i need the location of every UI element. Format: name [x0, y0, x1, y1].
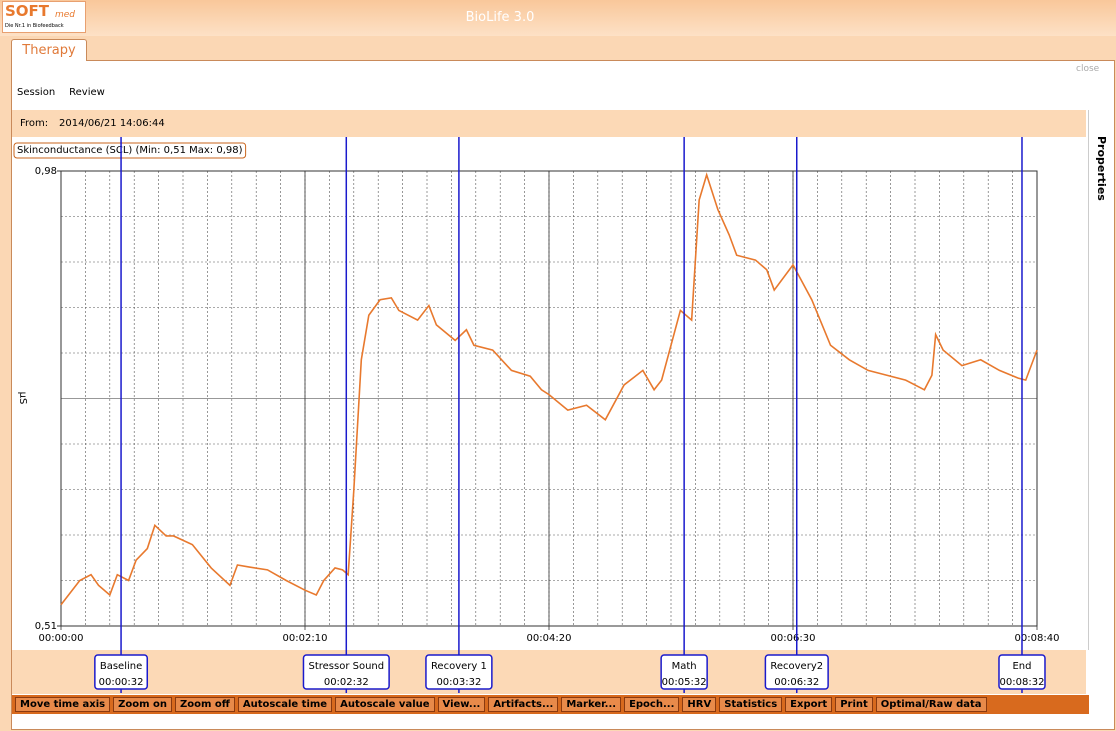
- marker-box[interactable]: [425, 654, 493, 690]
- marker-time: 00:00:32: [99, 677, 144, 688]
- x-tick-label: 00:00:00: [39, 633, 84, 644]
- tab[interactable]: Therapy: [11, 39, 87, 61]
- logo: SOFT med Die Nr.1 in Biofeedback: [2, 1, 86, 33]
- x-tick-label: 00:06:30: [771, 633, 816, 644]
- y-axis-label: µS: [17, 392, 28, 405]
- marker-time: 00:06:32: [774, 677, 819, 688]
- marker-time: 00:08:32: [1000, 677, 1045, 688]
- logo-text: SOFT: [5, 2, 50, 20]
- marker-box[interactable]: [660, 654, 708, 690]
- window-title: BioLife 3.0: [465, 10, 535, 25]
- properties-label[interactable]: Properties: [1095, 136, 1108, 201]
- marker-box[interactable]: [94, 654, 149, 690]
- toolbar-button[interactable]: Autoscale time: [237, 697, 333, 712]
- toolbar-button[interactable]: Zoom on: [113, 697, 172, 712]
- toolbar-button[interactable]: Autoscale value: [335, 697, 435, 712]
- toolbar-button[interactable]: Print: [835, 697, 873, 712]
- signal-line: [60, 172, 1038, 606]
- from-row: From: 2014/06/21 14:06:44: [12, 110, 1086, 137]
- marker-name: Math: [672, 661, 697, 672]
- side-panel: Properties: [1088, 110, 1113, 650]
- marker-panel: [12, 650, 1086, 694]
- marker-name: Baseline: [100, 661, 142, 672]
- toolbar-button[interactable]: Artifacts...: [488, 697, 559, 712]
- marker-name: Stressor Sound: [308, 661, 384, 672]
- toolbar-button[interactable]: Export: [785, 697, 833, 712]
- toolbar-button[interactable]: Epoch...: [624, 697, 680, 712]
- marker-box[interactable]: [764, 654, 829, 690]
- marker-time: 00:02:32: [324, 677, 369, 688]
- toolbar-button[interactable]: Marker...: [561, 697, 622, 712]
- toolbar-button[interactable]: Statistics: [719, 697, 783, 712]
- chart-title: Skinconductance (SCL) (Min: 0,51 Max: 0,…: [17, 145, 243, 156]
- toolbar-button[interactable]: Optimal/Raw data: [875, 697, 987, 712]
- logo-tagline: Die Nr.1 in Biofeedback: [5, 23, 64, 29]
- y-tick-label: 0,51: [35, 621, 57, 632]
- toolbar-button[interactable]: Zoom off: [174, 697, 235, 712]
- from-value: 2014/06/21 14:06:44: [59, 118, 165, 129]
- marker-name: Recovery 1: [431, 661, 487, 672]
- marker-name: End: [1012, 661, 1031, 672]
- marker-box[interactable]: [302, 654, 390, 690]
- y-tick-label: 0,98: [35, 166, 57, 177]
- menu-item[interactable]: Session: [17, 87, 56, 98]
- x-tick-label: 00:02:10: [283, 633, 328, 644]
- marker-time: 00:05:32: [662, 677, 707, 688]
- marker-box[interactable]: [998, 654, 1046, 690]
- chart-title-box: [13, 142, 247, 159]
- x-tick-label: 00:08:40: [1015, 633, 1060, 644]
- marker-name: Recovery2: [770, 661, 823, 672]
- toolbar-button[interactable]: View...: [437, 697, 486, 712]
- title-bar: [0, 0, 1116, 36]
- x-tick-label: 00:04:20: [527, 633, 572, 644]
- menu-bar: Session Review: [17, 87, 105, 98]
- toolbar: Move time axis Zoom on Zoom off Autoscale t…: [12, 695, 1089, 714]
- close-button[interactable]: close: [1076, 64, 1100, 74]
- toolbar-button[interactable]: Move time axis: [15, 697, 111, 712]
- toolbar-button[interactable]: HRV: [682, 697, 717, 712]
- logo-sub: med: [55, 10, 76, 20]
- from-label: From:: [20, 118, 49, 129]
- menu-item[interactable]: Review: [69, 87, 105, 98]
- marker-time: 00:03:32: [436, 677, 481, 688]
